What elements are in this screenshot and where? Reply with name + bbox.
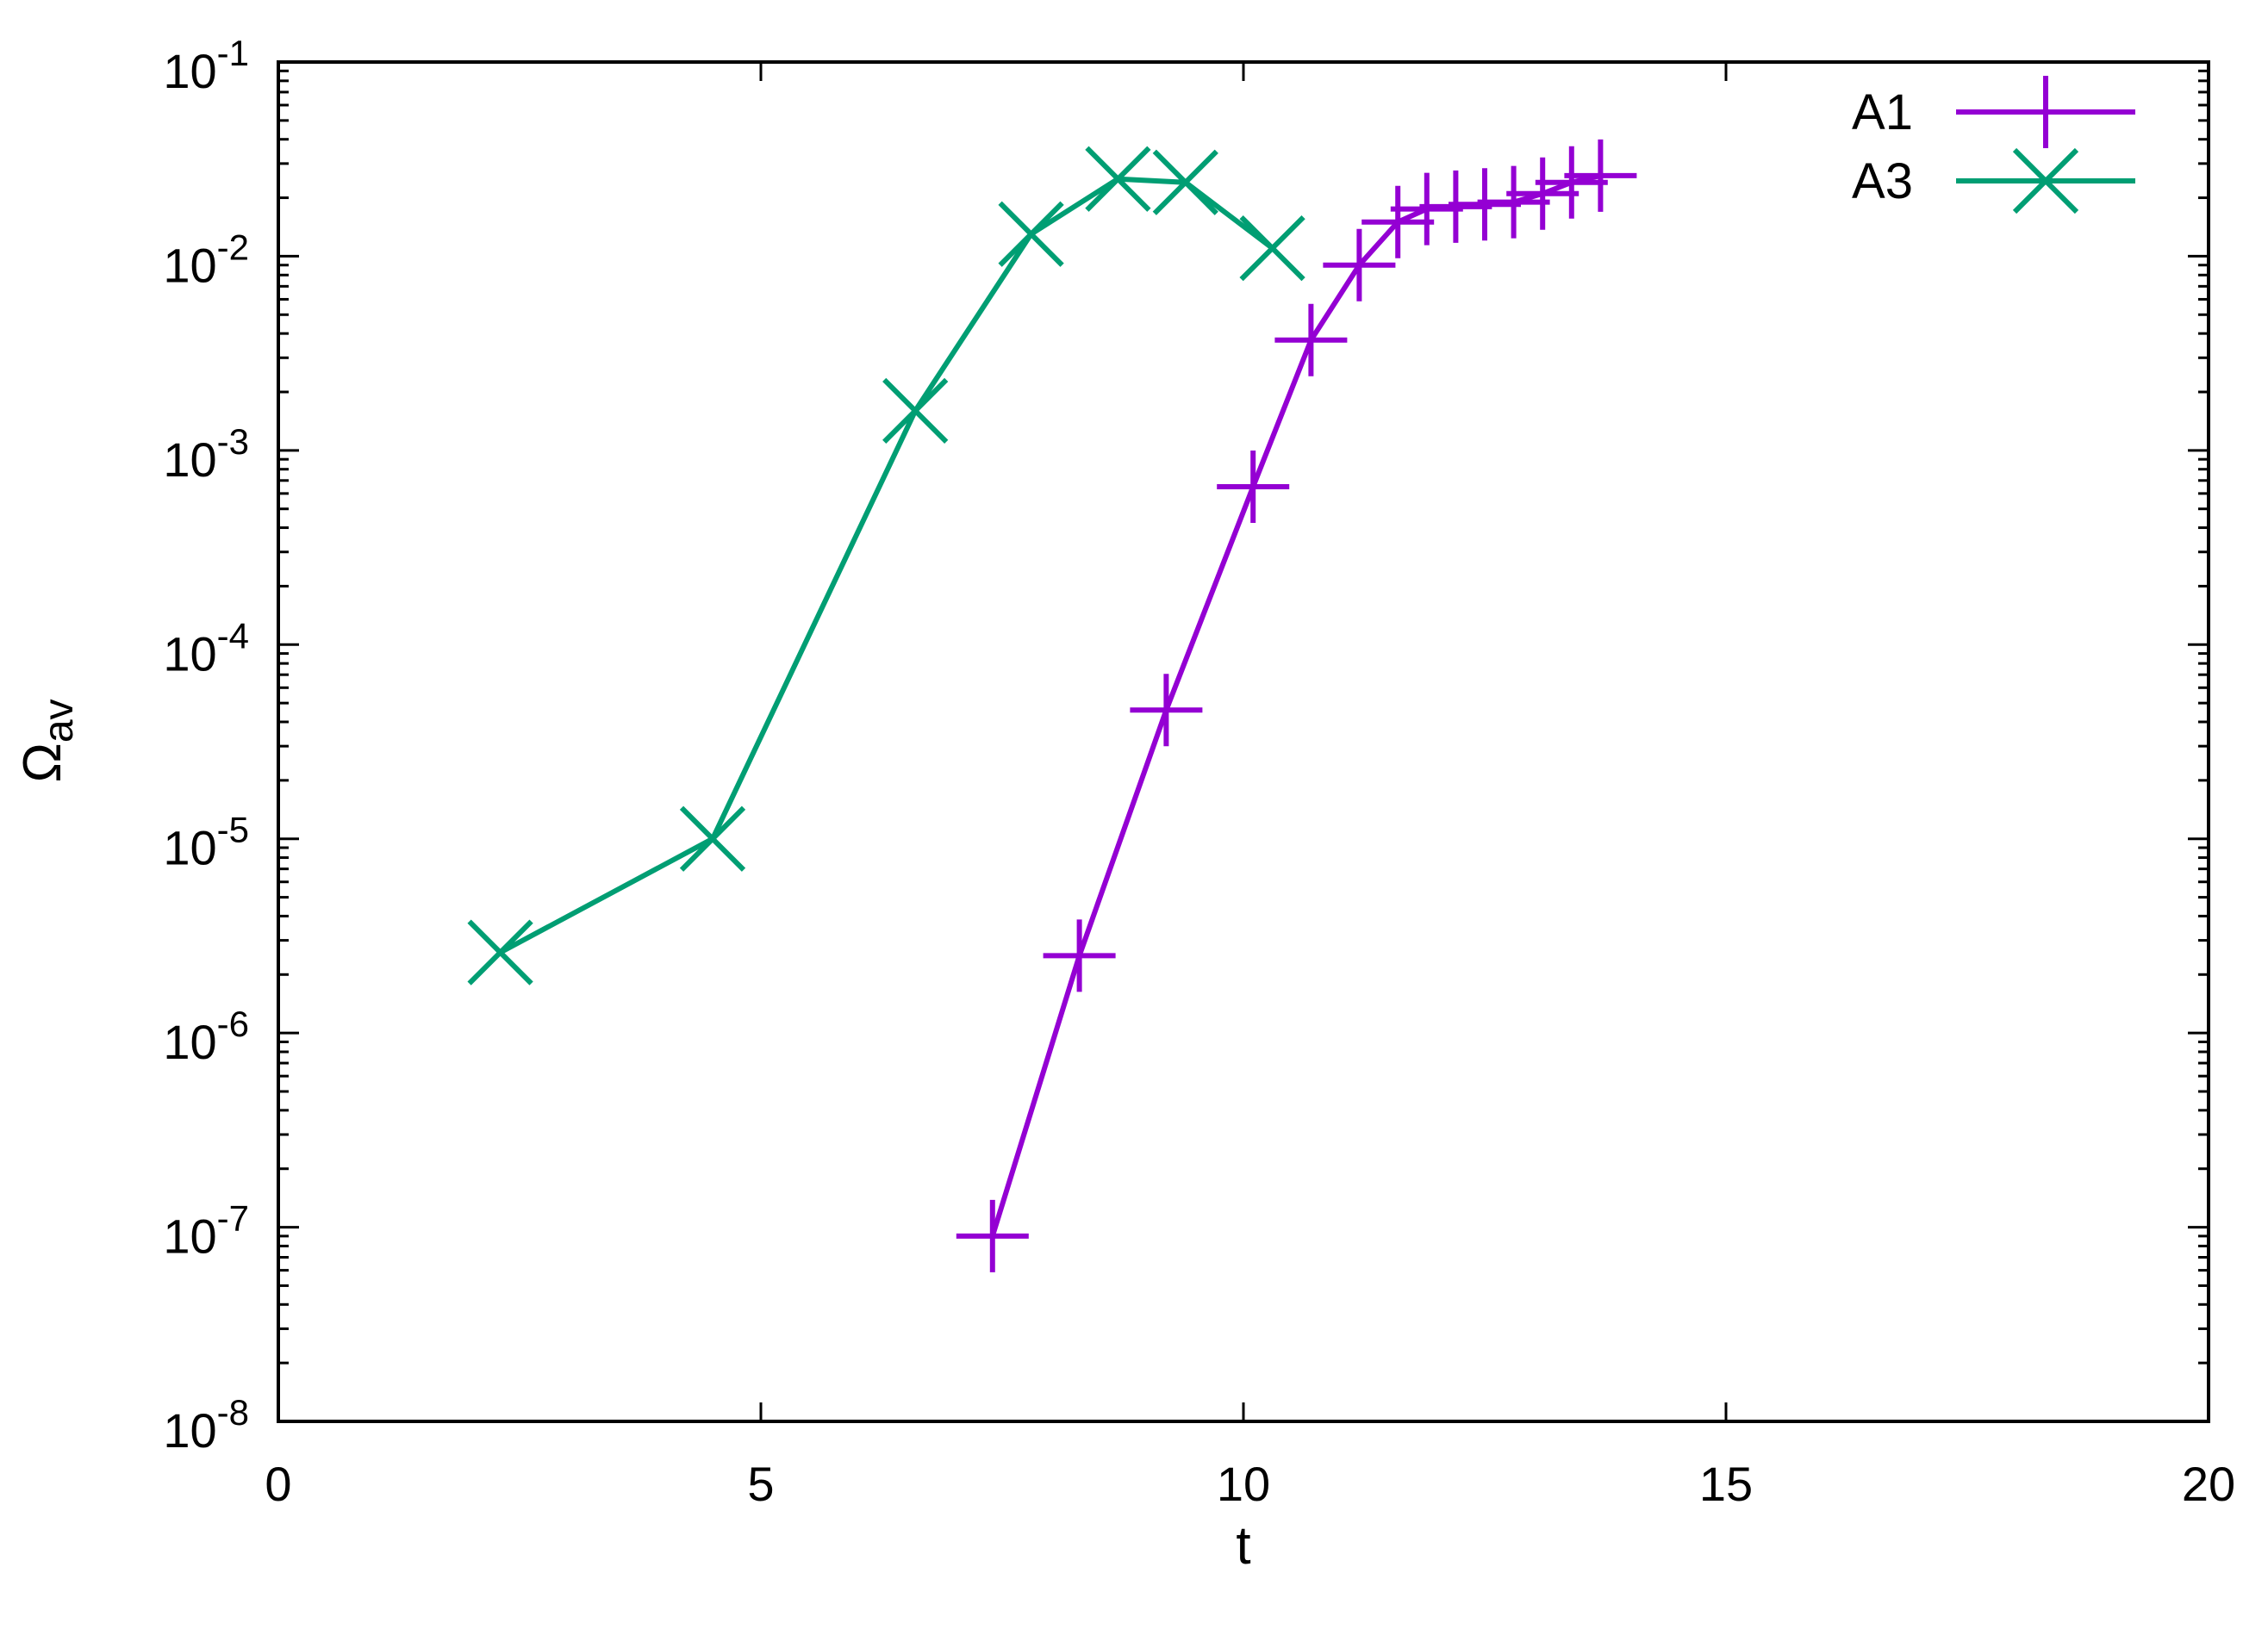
y-axis-label: Ωav: [13, 699, 82, 782]
y-tick-base: 10: [163, 626, 216, 681]
x-tick-label: 0: [265, 1457, 291, 1511]
y-tick-label: 10-7: [163, 1198, 249, 1264]
y-tick-base: 10: [163, 1209, 216, 1264]
series-a3: [467, 146, 1305, 985]
y-tick-label: 10-6: [163, 1004, 249, 1069]
y-tick-exponent: -1: [217, 33, 249, 73]
y-tick-base: 10: [163, 432, 216, 487]
y-tick-base: 10: [163, 821, 216, 875]
x-tick-label: 15: [1699, 1457, 1753, 1511]
y-tick-exponent: -8: [217, 1392, 249, 1433]
x-tick-label: 20: [2182, 1457, 2235, 1511]
plot-frame: [277, 60, 2210, 1423]
legend-item-a3: A3: [1852, 147, 2135, 215]
y-tick-exponent: -3: [217, 421, 249, 462]
y-tick-label: 10-4: [163, 615, 249, 681]
data-point: [956, 1199, 1029, 1272]
legend-marker: [2012, 147, 2079, 215]
legend-label: A1: [1852, 84, 1913, 140]
y-tick-exponent: -5: [217, 810, 249, 850]
axis-ticks: [277, 60, 2210, 1423]
data-point: [467, 919, 533, 985]
data-point: [1564, 139, 1637, 212]
series-line-a3: [499, 176, 1274, 955]
y-tick-label: 10-5: [163, 810, 249, 875]
y-tick-exponent: -2: [217, 227, 249, 267]
y-axis-label-symbol: Ω: [13, 743, 72, 782]
data-point: [998, 201, 1064, 267]
y-tick-label: 10-2: [163, 227, 249, 292]
data-point: [1506, 157, 1580, 230]
data-point: [1085, 146, 1151, 212]
legend-marker: [2009, 76, 2082, 148]
data-point: [1239, 215, 1305, 282]
y-tick-label: 10-8: [163, 1392, 249, 1458]
data-point: [1274, 303, 1348, 376]
y-tick-base: 10: [163, 1015, 216, 1069]
y-tick-base: 10: [163, 1403, 216, 1458]
y-tick-base: 10: [163, 44, 216, 98]
data-point: [882, 377, 949, 444]
x-tick-label: 10: [1217, 1457, 1270, 1511]
data-point: [1217, 451, 1290, 524]
data-point: [1152, 149, 1218, 215]
data-point: [1323, 228, 1396, 302]
data-point: [1535, 146, 1608, 219]
y-axis-label-group: Ωav: [13, 699, 82, 782]
x-axis-label: t: [1236, 1516, 1250, 1576]
y-tick-exponent: -7: [217, 1198, 249, 1239]
data-point: [1477, 165, 1550, 239]
legend-label: A3: [1852, 153, 1913, 209]
data-point: [1361, 185, 1435, 258]
x-tick-label: 5: [747, 1457, 774, 1511]
series-layer: [467, 139, 1637, 1272]
data-point: [679, 805, 746, 872]
data-point: [1130, 674, 1203, 747]
y-tick-label: 10-3: [163, 421, 249, 487]
y-tick-label: 10-1: [163, 33, 249, 98]
series-line-a1: [989, 172, 1602, 1237]
y-tick-exponent: -4: [217, 615, 249, 656]
series-a1: [956, 139, 1637, 1272]
legend-item-a1: A1: [1852, 76, 2135, 148]
y-tick-exponent: -6: [217, 1004, 249, 1044]
y-axis-label-subscript: av: [36, 699, 82, 743]
data-point: [1043, 919, 1116, 992]
y-tick-base: 10: [163, 238, 216, 292]
